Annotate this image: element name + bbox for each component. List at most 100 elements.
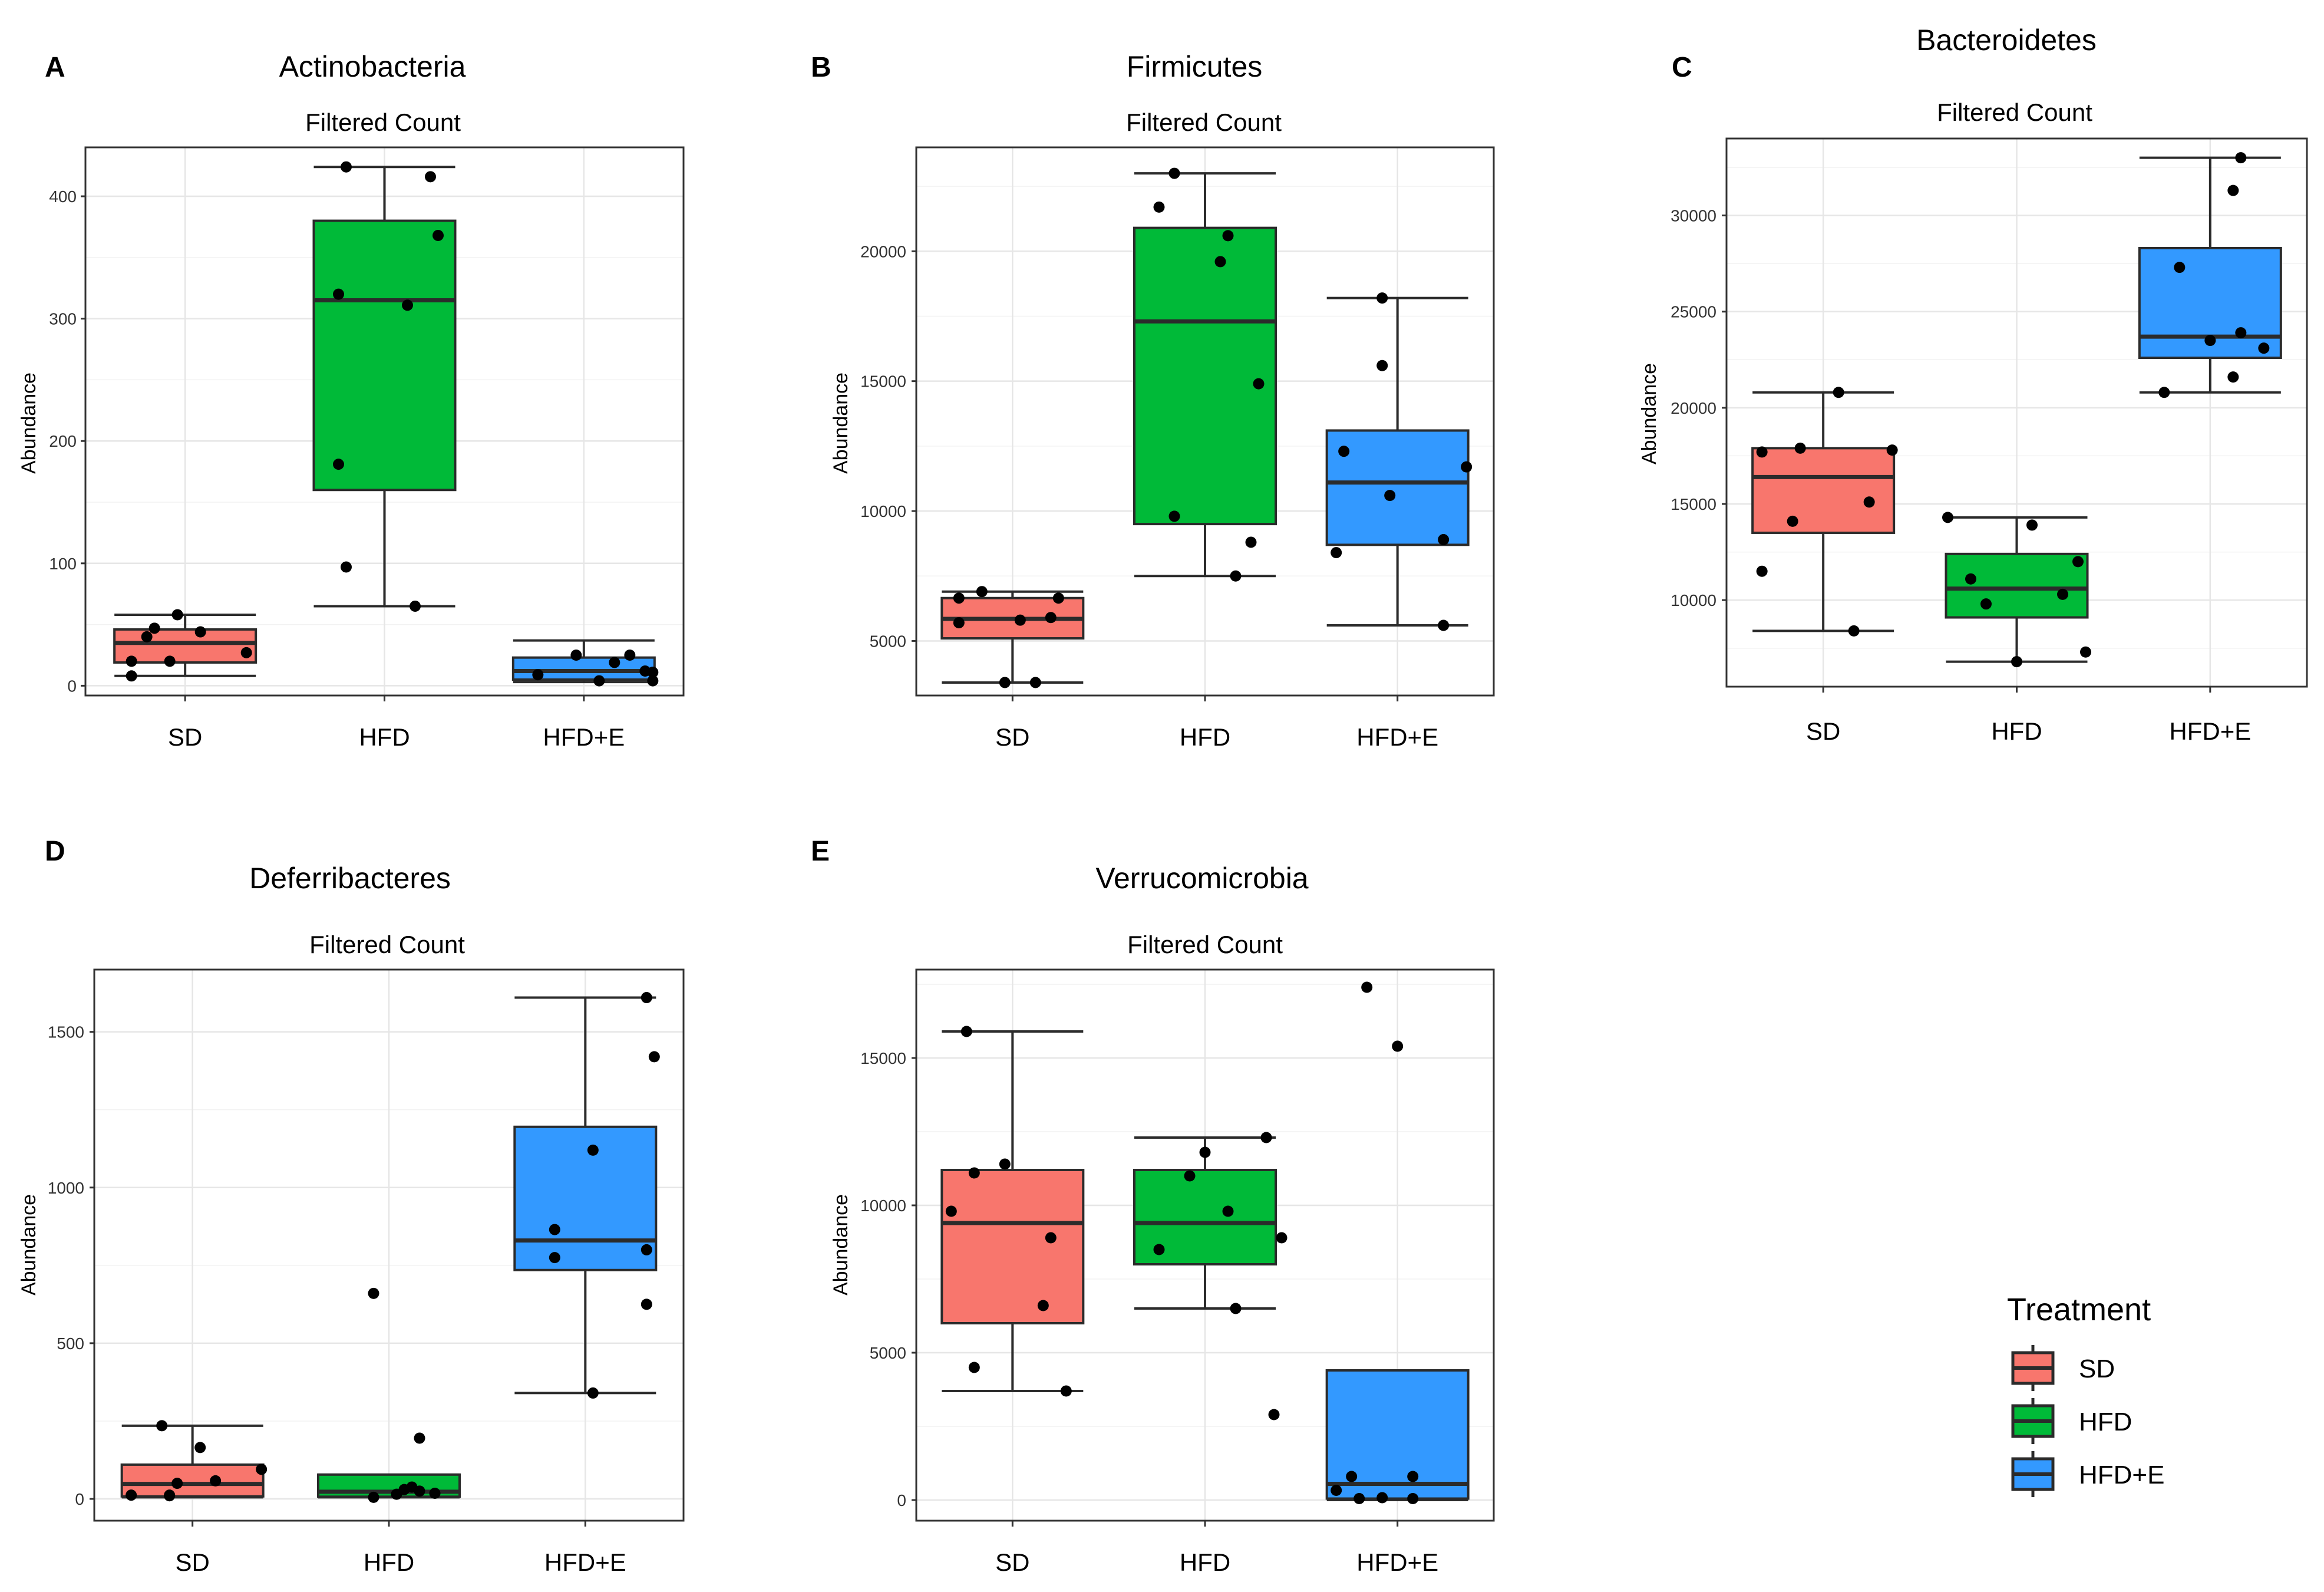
box-hfd-e: [1325, 981, 1470, 1504]
data-point: [1794, 442, 1806, 454]
plot-area: 5000 10000 15000 20000 SD HFD HFD+E: [860, 146, 1495, 751]
data-point: [641, 992, 652, 1004]
panel-e: E Verrucomicrobia Filtered Count Abundan…: [811, 836, 1495, 1576]
box-iqr: [1945, 552, 2089, 619]
legend-item-sd: SD: [2011, 1345, 2115, 1391]
panel-subtitle: Filtered Count: [1126, 108, 1282, 136]
x-tick-label: HFD: [1180, 1548, 1230, 1576]
data-point: [341, 161, 352, 173]
legend-item-hfd-e: HFD+E: [2011, 1451, 2164, 1497]
data-point: [240, 647, 252, 658]
y-tick-label: 20000: [860, 242, 906, 261]
y-tick-label: 300: [49, 310, 77, 328]
x-tick-label: HFD: [359, 723, 410, 751]
data-point: [1222, 230, 1234, 242]
data-point: [570, 649, 582, 661]
data-point: [641, 1298, 652, 1310]
x-tick-label: HFD: [1180, 723, 1230, 751]
y-axis-label: Abundance: [18, 373, 40, 474]
legend: Treatment SD HFD HFD+E: [2007, 1292, 2164, 1497]
panel-letter: A: [45, 52, 65, 83]
x-tick-label: SD: [168, 723, 202, 751]
x-tick-label: SD: [1806, 717, 1840, 745]
legend-item-hfd: HFD: [2011, 1398, 2132, 1444]
y-tick-label: 1500: [48, 1023, 84, 1041]
data-point: [333, 288, 344, 300]
data-point: [999, 677, 1011, 688]
data-point: [647, 667, 659, 678]
panel-letter: C: [1672, 52, 1692, 83]
y-axis-label: Abundance: [830, 1194, 852, 1296]
y-axis-label: Abundance: [830, 373, 852, 474]
y-axis-label: Abundance: [1638, 363, 1661, 464]
data-point: [2227, 184, 2239, 196]
data-point: [1253, 378, 1265, 390]
data-point: [2026, 519, 2038, 531]
data-point: [976, 586, 988, 598]
data-point: [1214, 256, 1226, 268]
data-point: [1756, 565, 1768, 577]
data-point: [1245, 536, 1257, 548]
data-point: [2258, 342, 2270, 354]
panel-c: C Bacteroidetes Filtered Count Abundance…: [1638, 24, 2308, 745]
data-point: [1863, 496, 1875, 508]
data-point: [1222, 1205, 1234, 1217]
data-point: [1376, 292, 1388, 304]
box-iqr: [940, 1169, 1085, 1324]
data-point: [433, 229, 444, 241]
data-point: [425, 171, 436, 183]
x-tick-label: HFD+E: [543, 723, 625, 751]
box-hfd-e: [511, 639, 659, 687]
data-point: [999, 1158, 1011, 1170]
data-point: [1407, 1493, 1419, 1504]
panel-d: D Deferribacteres Filtered Count Abundan…: [18, 836, 685, 1576]
data-point: [1168, 510, 1180, 522]
legend-label-sd: SD: [2079, 1354, 2115, 1383]
data-point: [2227, 371, 2239, 383]
panel-subtitle: Filtered Count: [305, 108, 461, 136]
y-tick-label: 20000: [1671, 399, 1716, 417]
data-point: [624, 649, 636, 661]
y-tick-label: 1000: [48, 1179, 84, 1197]
y-tick-label: 15000: [860, 373, 906, 391]
data-point: [1045, 612, 1057, 624]
box-iqr: [1325, 429, 1470, 546]
data-point: [2072, 556, 2084, 568]
panel-subtitle: Filtered Count: [1937, 98, 2092, 126]
legend-label-hfd-e: HFD+E: [2079, 1461, 2164, 1489]
plot-area: 0 5000 10000 15000 SD HFD HFD+E: [860, 968, 1495, 1576]
x-tick-label: HFD: [364, 1548, 414, 1576]
y-tick-label: 0: [897, 1491, 906, 1509]
y-tick-label: 30000: [1671, 207, 1716, 225]
data-point: [256, 1464, 268, 1475]
data-point: [1461, 461, 1473, 473]
data-point: [2204, 335, 2216, 347]
data-point: [171, 1478, 183, 1489]
y-tick-label: 15000: [860, 1049, 906, 1067]
panel-subtitle: Filtered Count: [309, 931, 465, 958]
box-hfd-e: [513, 992, 660, 1399]
data-point: [2011, 656, 2022, 668]
box-hfd: [1133, 167, 1277, 582]
x-tick-label: HFD+E: [1356, 1548, 1438, 1576]
data-point: [2158, 387, 2170, 398]
data-point: [1438, 534, 1450, 546]
data-point: [1331, 1485, 1342, 1496]
box-sd: [1751, 387, 1898, 637]
data-point: [402, 299, 413, 311]
data-point: [171, 609, 183, 621]
data-point: [1787, 515, 1798, 527]
data-point: [1376, 1492, 1388, 1504]
data-point: [1037, 1300, 1049, 1311]
plot-area: 0 100 200 300 400 SD HFD HFD+E: [49, 146, 685, 751]
box-iqr: [513, 1125, 658, 1271]
x-tick-label: HFD+E: [2169, 717, 2251, 745]
data-point: [1392, 1040, 1404, 1052]
panel-title: Verrucomicrobia: [1095, 862, 1308, 895]
data-point: [1980, 598, 1992, 610]
data-point: [1060, 1385, 1072, 1397]
x-tick-label: HFD: [1991, 717, 2042, 745]
data-point: [1354, 1493, 1365, 1504]
data-point: [968, 1167, 980, 1179]
